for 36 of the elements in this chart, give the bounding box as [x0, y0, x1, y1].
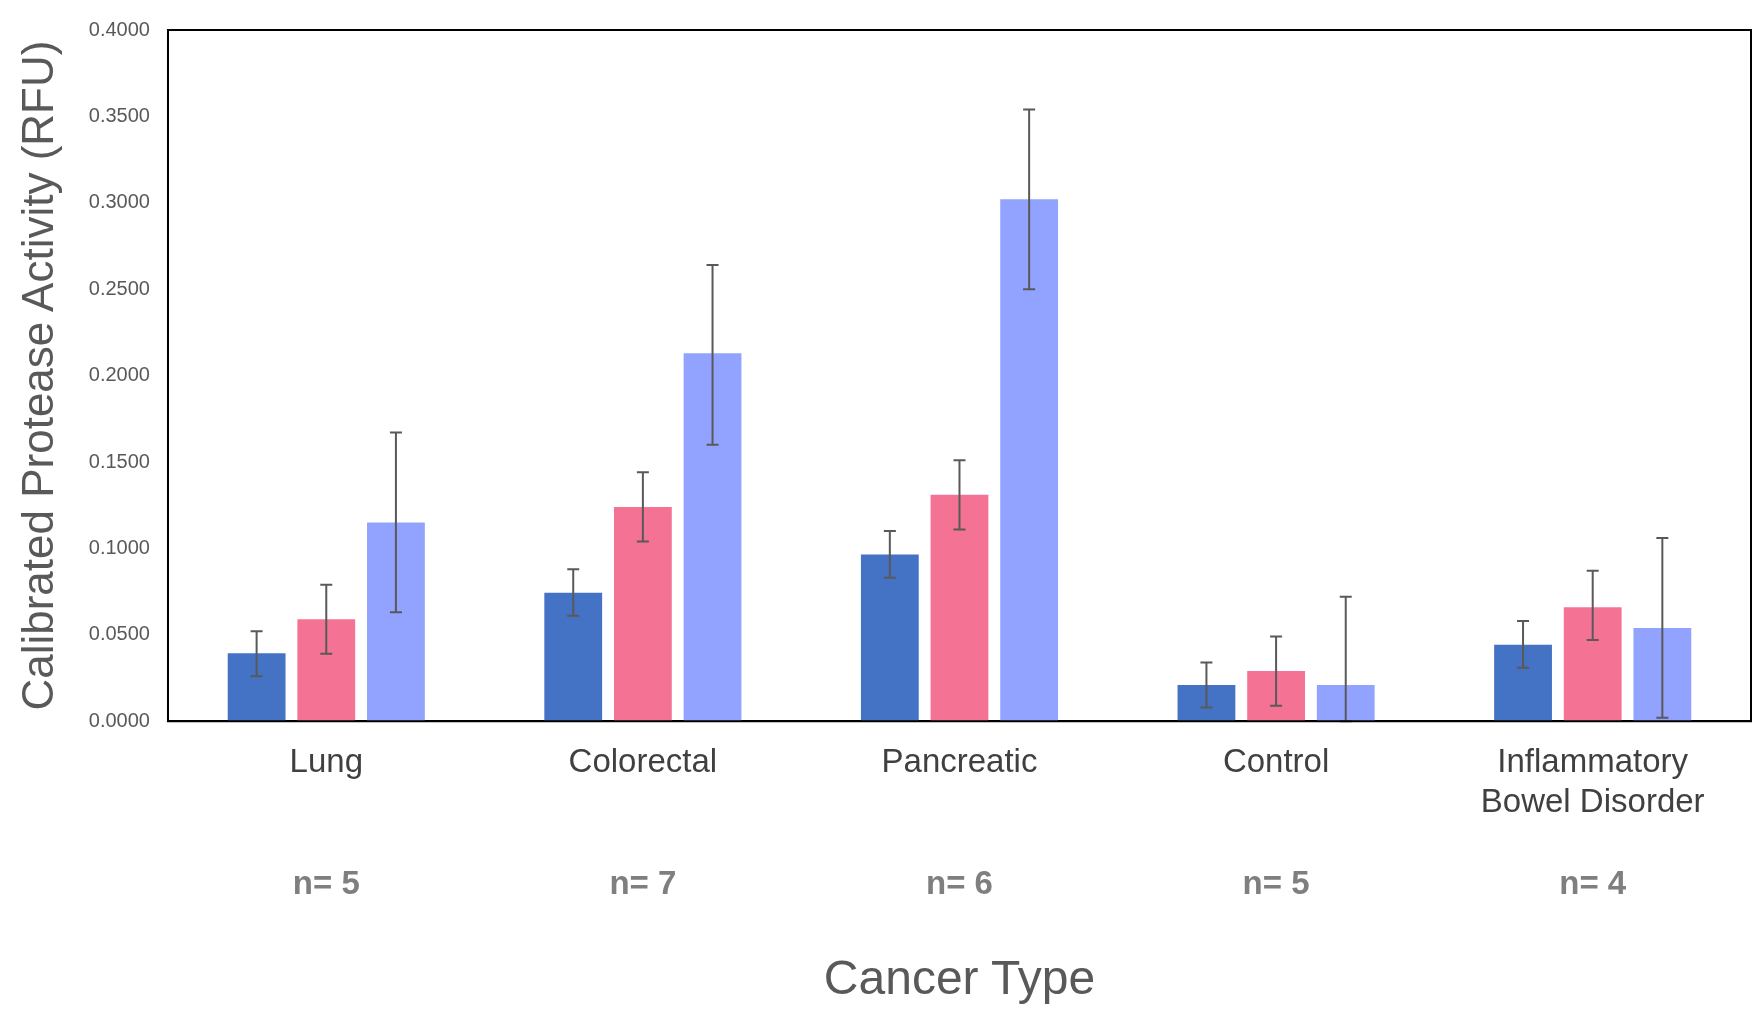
bar: [367, 522, 425, 722]
x-tick-label: Inflammatory Bowel Disorder: [1480, 742, 1705, 819]
bar: [1633, 627, 1692, 722]
text: n= 5: [292, 864, 360, 902]
bar: [297, 619, 356, 722]
bar: [860, 554, 919, 722]
bar: [1494, 644, 1552, 722]
y-tick-label: 0.2000: [88, 363, 150, 386]
bar: [1000, 199, 1059, 722]
bar: [227, 653, 286, 722]
y-tick-label: 0.1500: [88, 449, 150, 472]
bar: [613, 506, 672, 722]
x-tick-label: Colorectal: [568, 742, 718, 780]
bar: [930, 494, 989, 722]
x-tick-label: Control: [1222, 742, 1330, 780]
text: n= 4: [1559, 864, 1627, 902]
bar: [1177, 685, 1236, 722]
y-tick-label: 0.3500: [88, 103, 150, 126]
bar: [544, 592, 603, 722]
x-axis-title: Cancer Type: [823, 951, 1096, 1005]
bar: [1247, 671, 1305, 722]
y-tick-label: 0.0000: [88, 708, 150, 731]
y-tick-label: 0.4000: [88, 17, 150, 40]
text: n= 7: [609, 864, 677, 902]
y-tick-label: 0.3000: [88, 190, 150, 213]
bar: [1563, 607, 1622, 722]
y-tick-label: 0.0500: [88, 622, 150, 645]
y-tick-label: 0.1000: [88, 535, 150, 558]
y-axis-title: Calibrated Protease Activity (RFU): [12, 40, 62, 711]
bar: [683, 353, 742, 722]
bar: [1316, 684, 1375, 722]
y-tick-label: 0.2500: [88, 276, 150, 299]
x-tick-label: Lung: [289, 742, 363, 780]
text: n= 6: [926, 864, 993, 902]
x-tick-label: Pancreatic: [881, 742, 1038, 780]
text: n= 5: [1242, 864, 1310, 902]
